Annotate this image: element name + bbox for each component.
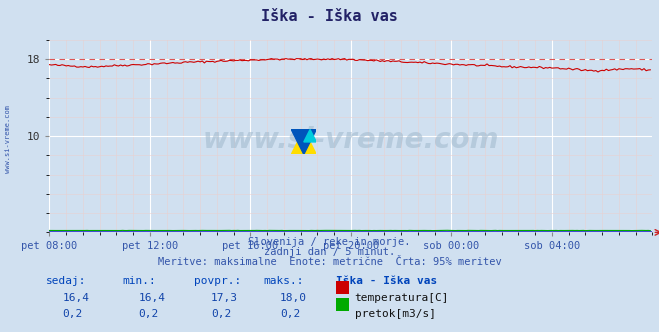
- Text: min.:: min.:: [122, 276, 156, 286]
- Text: sedaj:: sedaj:: [46, 276, 86, 286]
- Text: Meritve: maksimalne  Enote: metrične  Črta: 95% meritev: Meritve: maksimalne Enote: metrične Črta…: [158, 257, 501, 267]
- Polygon shape: [304, 129, 316, 142]
- Text: Iška - Iška vas: Iška - Iška vas: [261, 9, 398, 24]
- Polygon shape: [291, 129, 316, 154]
- Text: www.si-vreme.com: www.si-vreme.com: [203, 126, 499, 154]
- Text: 0,2: 0,2: [280, 309, 301, 319]
- Text: zadnji dan / 5 minut.: zadnji dan / 5 minut.: [264, 247, 395, 257]
- Text: 16,4: 16,4: [63, 293, 90, 303]
- Text: Slovenija / reke in morje.: Slovenija / reke in morje.: [248, 237, 411, 247]
- Text: pretok[m3/s]: pretok[m3/s]: [355, 309, 436, 319]
- Text: 18,0: 18,0: [280, 293, 307, 303]
- Text: 0,2: 0,2: [138, 309, 159, 319]
- Text: 0,2: 0,2: [211, 309, 231, 319]
- Text: 17,3: 17,3: [211, 293, 238, 303]
- Text: maks.:: maks.:: [264, 276, 304, 286]
- Text: 16,4: 16,4: [138, 293, 165, 303]
- Text: www.si-vreme.com: www.si-vreme.com: [5, 106, 11, 173]
- Text: povpr.:: povpr.:: [194, 276, 242, 286]
- Text: temperatura[C]: temperatura[C]: [355, 293, 449, 303]
- Polygon shape: [291, 129, 316, 154]
- Text: Iška - Iška vas: Iška - Iška vas: [336, 276, 438, 286]
- Text: 0,2: 0,2: [63, 309, 83, 319]
